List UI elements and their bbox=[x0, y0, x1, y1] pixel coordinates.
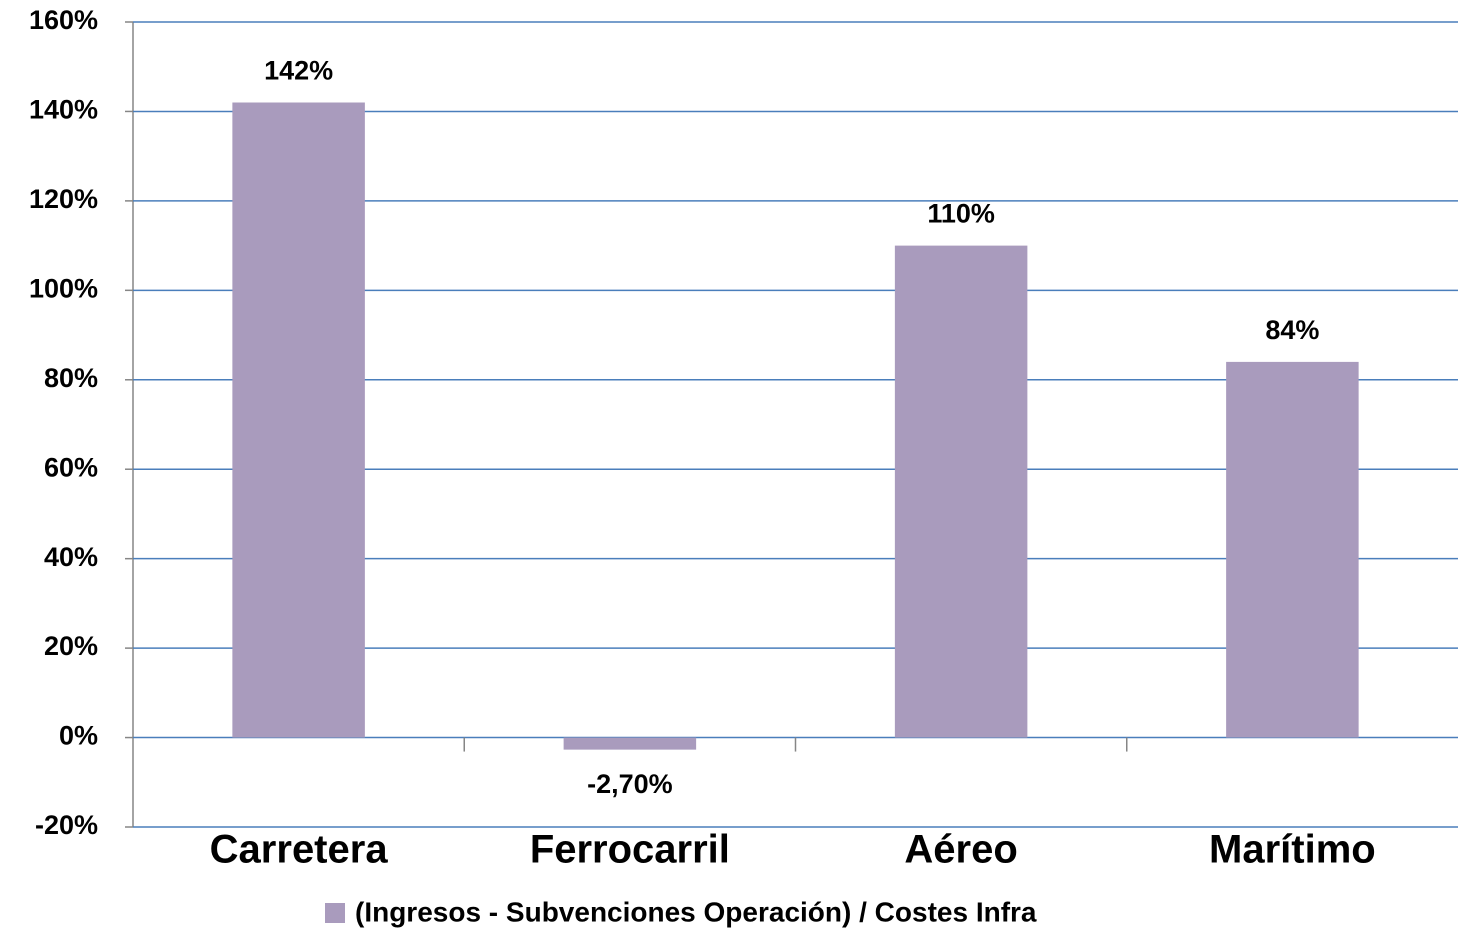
legend-swatch bbox=[325, 903, 345, 923]
data-label: 142% bbox=[264, 56, 333, 86]
bar bbox=[232, 102, 365, 738]
y-tick-label: -20% bbox=[35, 810, 98, 840]
y-tick-label: 0% bbox=[59, 721, 98, 751]
y-tick-label: 40% bbox=[44, 542, 98, 572]
bar bbox=[563, 737, 697, 750]
y-tick-label: 160% bbox=[29, 5, 98, 35]
bar bbox=[1226, 361, 1359, 738]
legend-label: (Ingresos - Subvenciones Operación) / Co… bbox=[355, 896, 1037, 927]
x-tick-label: Ferrocarril bbox=[530, 828, 730, 872]
x-tick-label: Marítimo bbox=[1209, 828, 1376, 872]
y-tick-label: 120% bbox=[29, 184, 98, 214]
y-tick-label: 20% bbox=[44, 631, 98, 661]
y-tick-label: 140% bbox=[29, 95, 98, 125]
data-label: 84% bbox=[1265, 315, 1319, 345]
y-tick-label: 80% bbox=[44, 363, 98, 393]
data-label: 110% bbox=[927, 199, 995, 229]
x-tick-label: Aéreo bbox=[904, 828, 1017, 872]
x-tick-label: Carretera bbox=[210, 828, 389, 872]
data-label: -2,70% bbox=[587, 769, 673, 799]
y-tick-label: 60% bbox=[44, 452, 98, 482]
y-tick-label: 100% bbox=[29, 273, 98, 303]
bar bbox=[894, 245, 1028, 738]
